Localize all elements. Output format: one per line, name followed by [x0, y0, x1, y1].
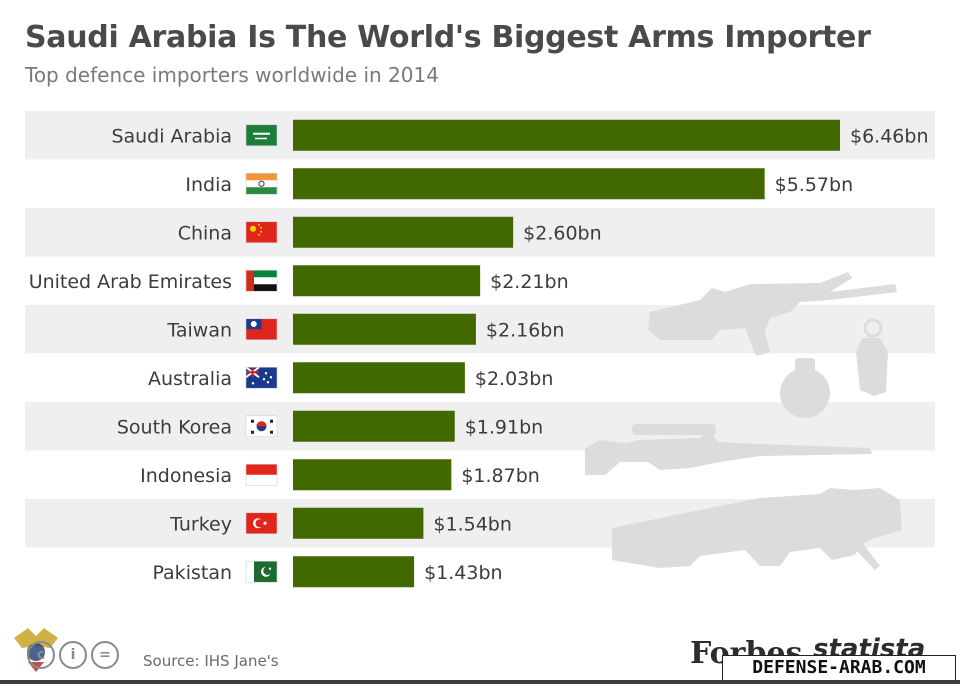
indonesia-flag-icon — [245, 463, 278, 486]
category-label: United Arab Emirates — [29, 271, 232, 293]
footer-bar — [0, 680, 960, 684]
value-label: $1.54bn — [433, 513, 512, 535]
value-label: $5.57bn — [775, 174, 854, 196]
chart-subtitle: Top defence importers worldwide in 2014 — [25, 63, 439, 87]
bar — [293, 265, 481, 297]
india-flag-icon — [245, 172, 278, 195]
value-labels: $6.46bn $5.57bn $2.60bn $2.21bn $2.16bn $2.03… — [424, 125, 928, 584]
watermark: DEFENSE-ARAB.COM — [722, 655, 956, 681]
bars — [293, 119, 840, 588]
category-label: South Korea — [117, 416, 232, 438]
bar — [293, 459, 452, 491]
saudi-arabia-flag-icon — [245, 124, 278, 147]
china-flag-icon — [245, 221, 278, 244]
category-label: Indonesia — [140, 465, 232, 487]
no-derivatives-icon: = — [91, 641, 119, 669]
bar — [293, 119, 840, 151]
category-labels: Saudi Arabia India China United Arab Emirat… — [29, 125, 232, 584]
value-label: $2.21bn — [490, 271, 569, 293]
bar — [293, 313, 476, 345]
row-stripe — [25, 402, 935, 451]
uae-flag-icon — [245, 269, 278, 292]
category-label: Taiwan — [166, 319, 232, 341]
bar — [293, 168, 765, 200]
sniper-rifle-icon — [585, 424, 872, 475]
category-label: India — [185, 174, 232, 196]
taiwan-flag-icon — [245, 318, 278, 341]
bar — [293, 362, 465, 394]
category-label: Australia — [148, 368, 232, 390]
flag-icons — [245, 124, 278, 583]
pakistan-flag-icon — [245, 560, 278, 583]
south-korea-flag-icon — [245, 415, 278, 438]
launcher-icon — [612, 488, 902, 570]
value-label: $1.91bn — [465, 416, 544, 438]
weapon-silhouettes — [585, 272, 902, 570]
value-label: $2.03bn — [475, 368, 554, 390]
value-label: $6.46bn — [850, 125, 929, 147]
value-label: $2.60bn — [523, 222, 602, 244]
source-note: Source: IHS Jane's — [143, 652, 279, 670]
bar — [293, 410, 455, 442]
category-label: China — [178, 222, 232, 244]
australia-flag-icon — [245, 366, 278, 389]
row-stripe — [25, 305, 935, 354]
creative-commons-icon: c — [27, 641, 55, 669]
turkey-flag-icon — [245, 512, 278, 535]
value-label: $1.87bn — [461, 465, 540, 487]
category-label: Pakistan — [152, 562, 232, 584]
category-label: Turkey — [169, 513, 232, 535]
category-label: Saudi Arabia — [111, 125, 232, 147]
value-label: $2.16bn — [486, 319, 565, 341]
attribution-icon: i — [59, 641, 87, 669]
grenade-icon — [780, 318, 888, 418]
bar — [293, 556, 415, 588]
bar — [293, 216, 514, 248]
value-label: $1.43bn — [424, 562, 503, 584]
rifle-icon — [648, 272, 897, 356]
bar — [293, 507, 424, 539]
chart-title: Saudi Arabia Is The World's Biggest Arms… — [25, 20, 871, 55]
row-stripes — [25, 111, 935, 548]
